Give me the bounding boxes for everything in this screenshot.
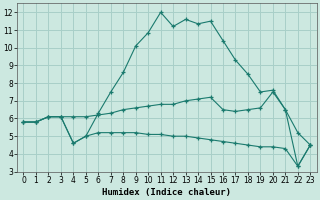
X-axis label: Humidex (Indice chaleur): Humidex (Indice chaleur) [102,188,231,197]
